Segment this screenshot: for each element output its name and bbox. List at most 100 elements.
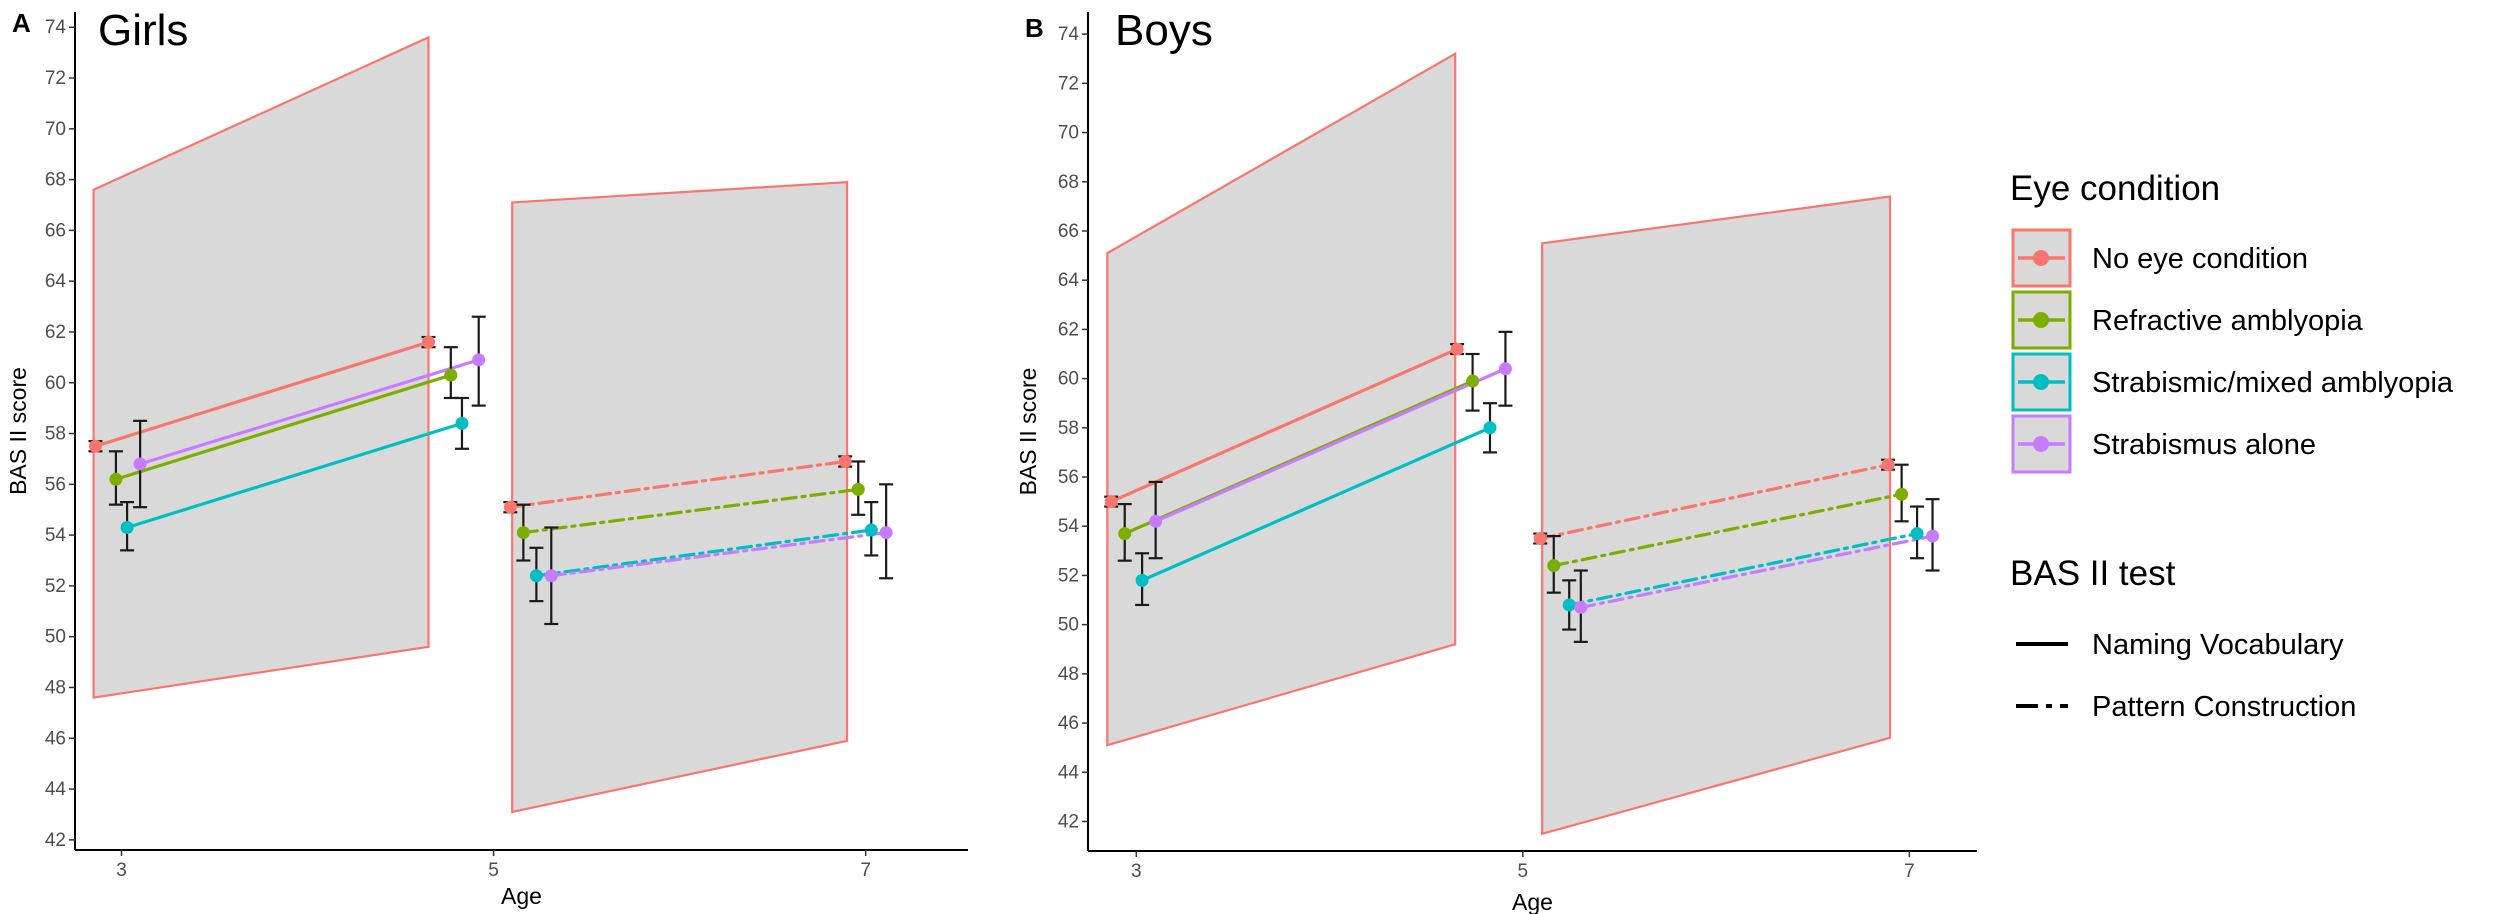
y-tick-label: 48 [45,677,66,698]
y-tick-label: 46 [45,728,66,749]
legend-label-refractive-amblyopia: Refractive amblyopia [2092,305,2364,337]
y-tick-label: 66 [1058,221,1079,242]
panel-boys: B Boys 42 44 46 48 50 52 54 56 58 60 62 64 66 68 70 72 7… [1015,6,1977,914]
series-line-refractive-amblyopia-pattern-construction [521,487,860,535]
y-tick-label: 70 [1058,123,1079,144]
legend-key-strabismus-alone [2011,414,2072,474]
series-line-strabismus-alone-naming-vocabulary [138,358,481,466]
y-tick-label: 72 [45,68,66,89]
y-tick-label: 58 [45,424,66,445]
legend-label-naming-vocabulary: Naming Vocabulary [2092,629,2344,661]
data-point-refractive-amblyopia-pattern-construction [851,482,865,496]
y-tick-label: 64 [45,271,67,292]
data-point-strabismus-alone-naming-vocabulary [1498,362,1512,376]
legend-label-pattern-construction: Pattern Construction [2092,691,2356,723]
series-line-no-eye-condition-naming-vocabulary [1109,347,1459,504]
data-point-refractive-amblyopia-pattern-construction [1895,487,1909,501]
series-line-strabismus-alone-pattern-construction [1579,534,1935,610]
y-tick-label: 42 [1058,811,1079,832]
series-line-refractive-amblyopia-pattern-construction [1552,492,1904,568]
legend-label-strabismus-alone: Strabismus alone [2092,429,2316,461]
data-point-strabismus-alone-naming-vocabulary [472,353,486,367]
data-point-no-eye-condition-naming-vocabulary [421,335,435,349]
data-point-strabismic-mixed-amblyopia-pattern-construction [864,523,878,537]
y-tick-label: 70 [45,119,66,140]
series-line-strabismus-alone-naming-vocabulary [1154,367,1508,523]
legend-title-eye-condition: Eye condition [2010,169,2220,208]
data-point-strabismic-mixed-amblyopia-naming-vocabulary [1135,573,1149,587]
series-line-strabismic-mixed-amblyopia-naming-vocabulary [125,421,464,530]
panel-title-boys: Boys [1115,6,1213,55]
x-tick-label: 7 [860,860,871,881]
data-point-strabismic-mixed-amblyopia-pattern-construction [1910,527,1924,541]
legend-title-bas-test: BAS II test [2010,554,2176,593]
y-tick-label: 62 [45,322,66,343]
y-tick-label: 46 [1058,713,1079,734]
data-point-no-eye-condition-pattern-construction [1533,532,1547,546]
legend-label-no-eye-condition: No eye condition [2092,243,2308,275]
legend-key-strabismic-mixed-amblyopia [2011,352,2072,412]
y-tick-label: 74 [45,17,67,38]
y-tick-label: 52 [1058,565,1079,586]
y-tick-label: 72 [1058,73,1079,94]
data-point-no-eye-condition-naming-vocabulary [1104,495,1118,509]
data-point-no-eye-condition-naming-vocabulary [88,439,102,453]
y-tick-label: 44 [1058,762,1080,783]
series-line-no-eye-condition-pattern-construction [1538,463,1890,541]
legend-eye-items: No eye condition Refractive amblyopia Stra… [2011,228,2454,474]
x-tick-label: 7 [1904,861,1915,882]
y-tick-label: 50 [45,627,66,648]
data-point-refractive-amblyopia-naming-vocabulary [1466,374,1480,388]
y-tick-label: 48 [1058,664,1079,685]
y-tick-label: 50 [1058,615,1079,636]
data-point-strabismus-alone-naming-vocabulary [133,457,147,471]
y-tick-label: 60 [45,373,66,394]
x-axis-title: Age [1512,889,1553,914]
y-tick-label: 68 [45,170,66,191]
series-line-strabismus-alone-pattern-construction [549,530,888,578]
x-tick-label: 3 [1131,861,1142,882]
y-tick-label: 54 [1058,516,1080,537]
series-line-strabismic-mixed-amblyopia-naming-vocabulary [1140,426,1492,582]
legend-key-refractive-amblyopia [2011,290,2072,350]
reference-range-naming-vocabulary [1106,51,1457,747]
x-tick-label: 3 [116,860,127,881]
series-line-no-eye-condition-pattern-construction [508,459,847,509]
data-point-no-eye-condition-naming-vocabulary [1450,342,1464,356]
legend: Eye condition No eye condition Refractive… [2010,169,2454,723]
data-point-strabismus-alone-pattern-construction [879,526,893,540]
data-point-strabismus-alone-pattern-construction [1574,600,1588,614]
y-tick-label: 54 [45,525,67,546]
y-tick-label: 52 [45,576,66,597]
y-tick-label: 56 [1058,467,1079,488]
data-point-no-eye-condition-pattern-construction [1881,458,1895,472]
data-point-strabismic-mixed-amblyopia-pattern-construction [529,569,543,583]
series-line-strabismic-mixed-amblyopia-pattern-construction [1567,532,1919,607]
data-point-strabismus-alone-naming-vocabulary [1149,514,1163,528]
data-point-strabismic-mixed-amblyopia-naming-vocabulary [1483,421,1497,435]
y-tick-label: 58 [1058,418,1079,439]
x-tick-label: 5 [1518,861,1529,882]
reference-range-naming-vocabulary [92,35,430,699]
legend-label-strabismic-mixed-amblyopia: Strabismic/mixed amblyopia [2092,367,2454,399]
panel-girls: A Girls 42 44 46 48 50 52 54 56 58 60 62 64 66 68 70 72… [5,6,968,909]
legend-test-items: Naming Vocabulary Pattern Construction [2016,629,2356,723]
data-point-strabismus-alone-pattern-construction [544,569,558,583]
y-tick-label: 66 [45,220,66,241]
data-point-strabismus-alone-pattern-construction [1926,529,1940,543]
data-point-no-eye-condition-pattern-construction [838,454,852,468]
series-line-no-eye-condition-naming-vocabulary [93,340,431,448]
data-point-refractive-amblyopia-naming-vocabulary [109,472,123,486]
y-tick-label: 42 [45,830,66,851]
y-axis-title: BAS II score [5,367,31,495]
data-point-no-eye-condition-pattern-construction [503,500,517,514]
x-tick-label: 5 [488,860,499,881]
reference-range-pattern-construction [511,180,849,814]
y-tick-label: 60 [1058,369,1079,390]
y-axis-title: BAS II score [1015,368,1041,496]
series-line-refractive-amblyopia-naming-vocabulary [114,373,453,481]
y-tick-label: 62 [1058,319,1079,340]
y-tick-label: 68 [1058,172,1079,193]
data-point-strabismic-mixed-amblyopia-naming-vocabulary [120,520,134,534]
